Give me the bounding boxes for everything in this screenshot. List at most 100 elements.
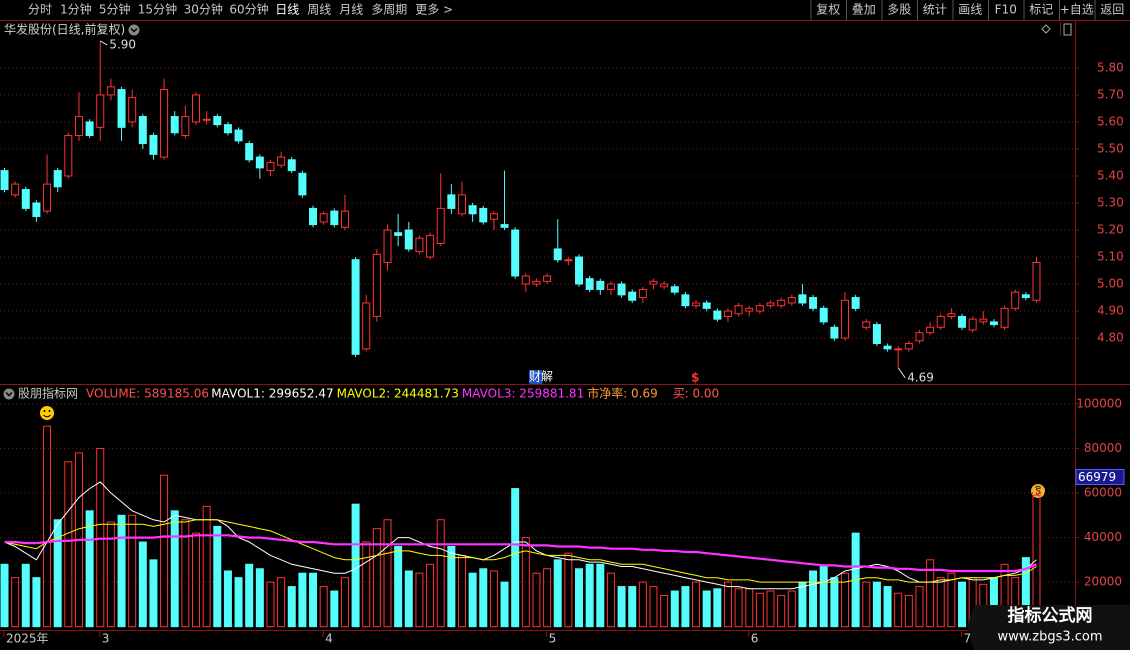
volume-bar — [862, 581, 871, 628]
period-button[interactable]: 更多 > — [415, 3, 453, 17]
candle-body — [223, 124, 232, 134]
tool-button[interactable]: 多股 — [887, 3, 911, 17]
volume-bar — [926, 559, 935, 628]
period-button[interactable]: 分时 — [28, 3, 52, 17]
candle-body — [851, 297, 860, 309]
volume-bar — [255, 568, 264, 628]
candle-body — [638, 288, 647, 299]
title-dropdown-icon[interactable] — [128, 24, 140, 36]
volume-bar — [575, 568, 584, 628]
event-badge — [529, 370, 542, 384]
volume-bar — [606, 572, 615, 628]
period-button[interactable]: 60分钟 — [229, 2, 268, 17]
candle-body — [234, 129, 243, 142]
candle-body — [862, 321, 871, 328]
candle-body — [415, 237, 424, 253]
candle-body — [692, 302, 701, 307]
panel-icon[interactable] — [1063, 23, 1072, 36]
period-button[interactable]: 月线 — [339, 3, 363, 17]
volume-bar — [543, 568, 552, 628]
volume-bar — [213, 525, 222, 628]
candle-body — [287, 159, 296, 172]
period-button[interactable]: 周线 — [307, 3, 331, 17]
period-button[interactable]: 日线 — [275, 3, 299, 17]
tool-button[interactable]: 复权 — [816, 3, 840, 17]
candle-body — [1011, 291, 1020, 309]
volume-bar — [915, 586, 924, 628]
volume-bar — [85, 510, 94, 628]
volume-bar — [415, 572, 424, 628]
volume-bar — [309, 572, 318, 628]
volume-bar — [383, 519, 392, 628]
event-label[interactable]: 财解 — [529, 370, 553, 384]
volume-bar — [436, 519, 445, 628]
period-button[interactable]: 5分钟 — [99, 2, 131, 17]
candle-body — [192, 94, 201, 123]
tool-button[interactable]: 统计 — [923, 3, 947, 17]
volume-bar — [223, 570, 232, 628]
tool-button[interactable]: 返回 — [1100, 3, 1124, 17]
candle-body — [404, 229, 413, 250]
candle-body — [202, 118, 211, 121]
tool-button[interactable]: 叠加 — [852, 3, 876, 17]
x-tick-label: 7 — [964, 632, 972, 646]
candle-body — [809, 297, 818, 309]
candle-body — [160, 89, 169, 158]
tool-button[interactable]: 标记 — [1029, 3, 1053, 17]
period-button[interactable]: 多周期 — [371, 3, 407, 17]
event-label[interactable]: $ — [691, 371, 699, 385]
candle-body — [755, 305, 764, 312]
candle-body — [1021, 294, 1030, 299]
y-tick-label: 60000 — [1084, 486, 1122, 500]
x-tick-label: 4 — [325, 632, 333, 646]
tool-button[interactable]: 画线 — [958, 3, 982, 17]
period-button[interactable]: 30分钟 — [184, 2, 223, 17]
y-tick-label: 20000 — [1084, 575, 1122, 589]
candle-body — [170, 116, 179, 134]
volume-bar — [660, 594, 669, 628]
candle-body — [479, 207, 488, 223]
volume-bar — [489, 570, 498, 628]
y-tick-label: 5.30 — [1097, 196, 1124, 210]
candle-body — [117, 89, 126, 128]
candle-body — [1000, 307, 1009, 328]
period-button[interactable]: 1分钟 — [60, 2, 92, 17]
volume-bar — [521, 537, 530, 628]
candle-body — [819, 307, 828, 323]
volume-bar — [628, 586, 637, 628]
indicator-dropdown-icon[interactable] — [3, 388, 15, 400]
value-marker-label: 66979 — [1078, 470, 1116, 484]
candle-body — [489, 213, 498, 220]
volume-bar — [809, 570, 818, 628]
volume-bar — [245, 563, 254, 628]
candle-body — [543, 275, 552, 282]
candle-body — [213, 116, 222, 126]
tool-button[interactable]: +自选 — [1060, 3, 1094, 17]
period-button[interactable]: 15分钟 — [138, 2, 177, 17]
candle-body — [511, 229, 520, 277]
volume-bar — [64, 461, 73, 628]
candle-body — [394, 232, 403, 236]
volume-bar — [447, 545, 456, 628]
annotation-pointer — [897, 367, 906, 379]
volume-bar — [362, 541, 371, 628]
volume-bar — [702, 590, 711, 628]
candle-body — [351, 259, 360, 355]
smiley-icon — [40, 406, 54, 420]
candle-body — [447, 194, 456, 209]
volume-bar — [96, 447, 105, 628]
y-tick-label: 80000 — [1084, 441, 1122, 455]
candle-body — [777, 299, 786, 307]
candle-body — [340, 210, 349, 228]
candle-body — [968, 318, 977, 331]
volume-bar — [138, 541, 147, 628]
candle-body — [521, 275, 530, 285]
volume-bar — [947, 572, 956, 628]
volume-bar — [777, 594, 786, 628]
diamond-icon[interactable] — [1041, 24, 1051, 34]
candle-body — [734, 305, 743, 315]
volume-bar — [840, 572, 849, 628]
volume-bar — [372, 528, 381, 628]
tool-button[interactable]: F10 — [995, 3, 1017, 17]
candle-body — [649, 280, 658, 285]
